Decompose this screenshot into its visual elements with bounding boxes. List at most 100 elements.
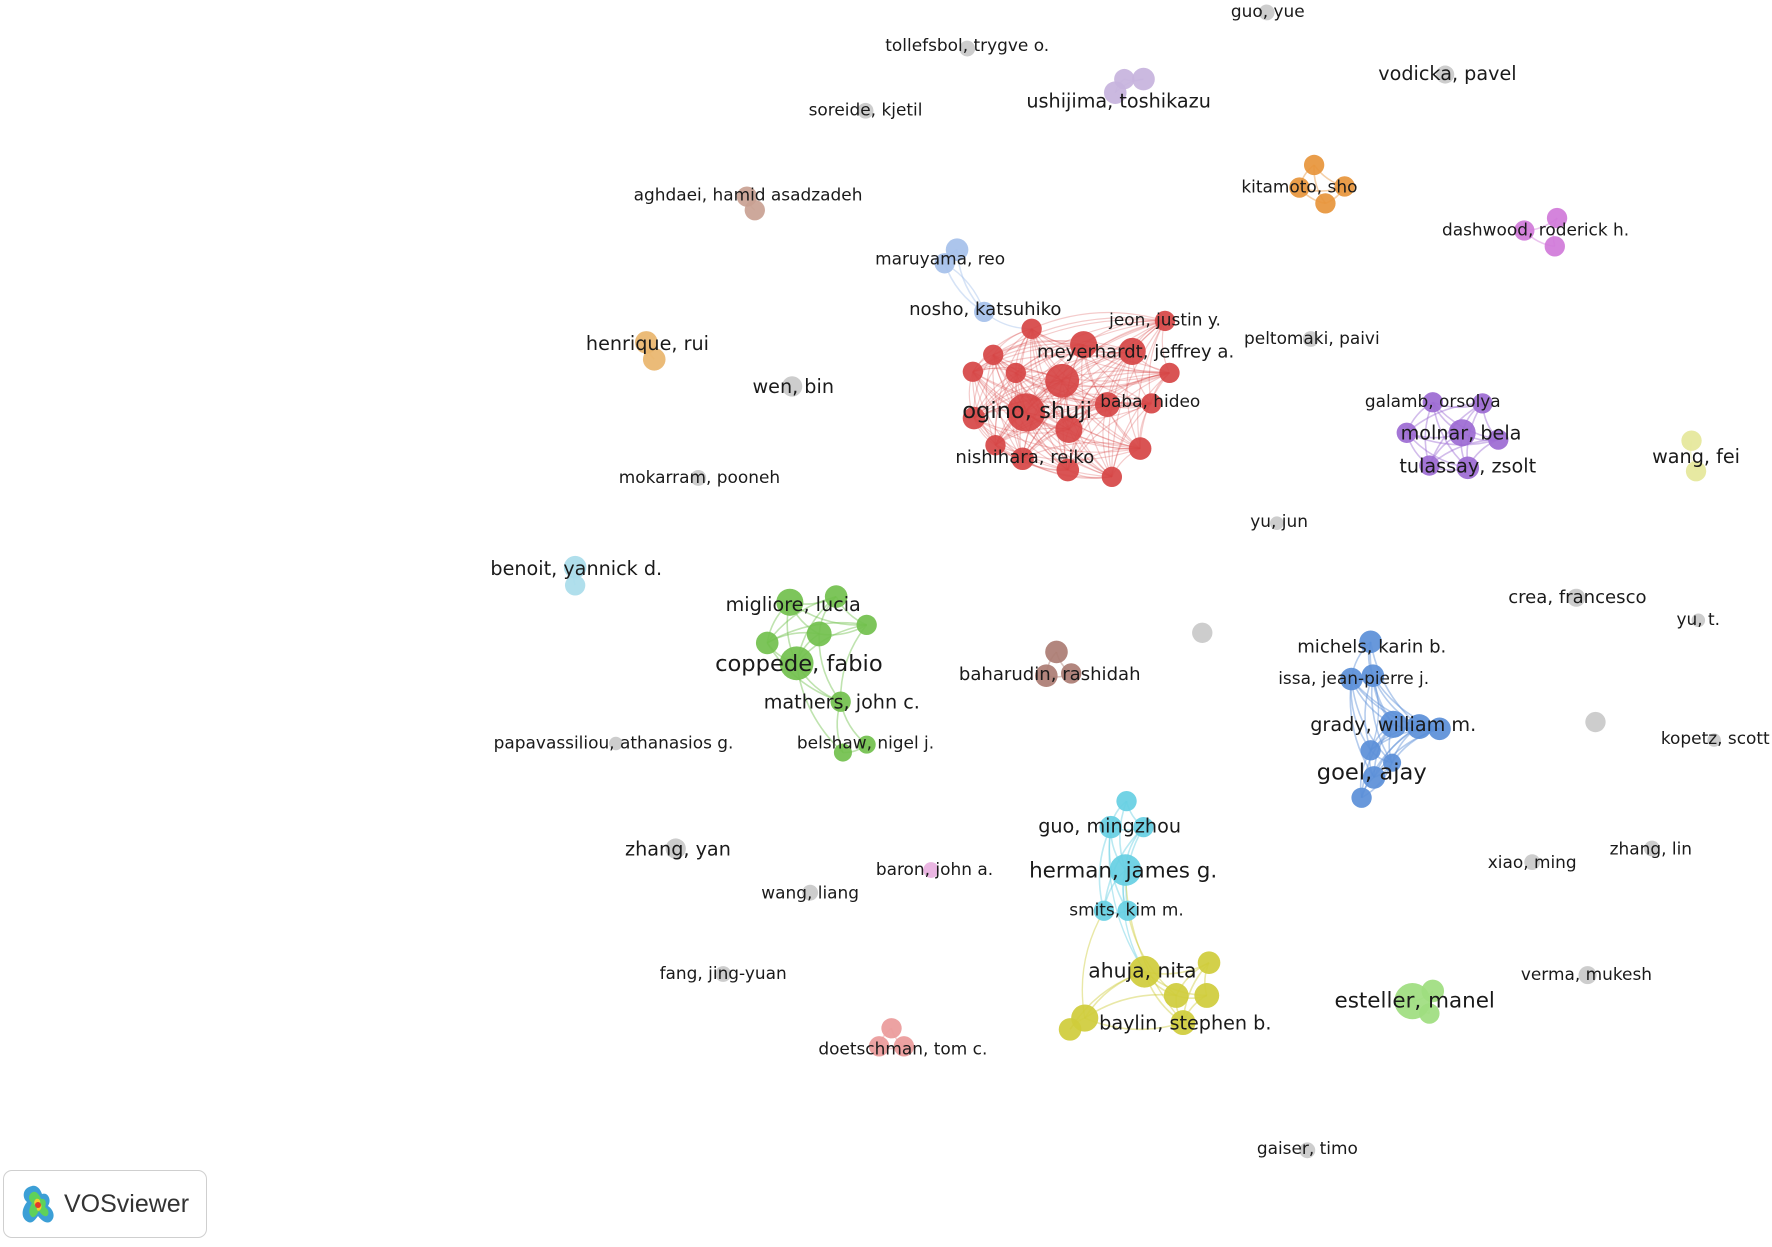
vosviewer-badge[interactable]: VOSviewer [3, 1170, 207, 1238]
author-node[interactable] [1021, 318, 1042, 339]
author-node[interactable] [1035, 664, 1058, 688]
author-node[interactable] [868, 1036, 890, 1057]
author-node[interactable] [1359, 630, 1382, 654]
author-node[interactable] [1351, 787, 1372, 808]
author-node[interactable] [635, 331, 658, 354]
author-node[interactable] [1056, 458, 1080, 482]
author-node[interactable] [833, 743, 852, 762]
author-node[interactable] [1045, 640, 1068, 664]
author-node[interactable] [1299, 1142, 1316, 1159]
author-node[interactable] [1644, 840, 1660, 857]
author-node[interactable] [1011, 447, 1034, 471]
author-node[interactable] [1315, 193, 1336, 214]
author-node[interactable] [857, 102, 874, 119]
author-node[interactable] [1118, 337, 1146, 365]
author-node[interactable] [1472, 393, 1493, 414]
author-node[interactable] [923, 862, 939, 878]
author-node[interactable] [985, 435, 1006, 456]
author-node[interactable] [802, 884, 819, 901]
author-node[interactable] [1436, 65, 1455, 84]
author-node[interactable] [1192, 622, 1213, 643]
author-node[interactable] [974, 301, 995, 323]
author-node[interactable] [1289, 177, 1310, 198]
author-node[interactable] [1691, 613, 1706, 628]
author-node[interactable] [945, 238, 969, 262]
author-node[interactable] [1163, 983, 1189, 1008]
author-node[interactable] [1159, 362, 1180, 384]
author-node[interactable] [1128, 955, 1161, 988]
author-node[interactable] [609, 736, 623, 751]
author-node[interactable] [1585, 711, 1606, 733]
author-node[interactable] [1578, 966, 1597, 985]
author-node[interactable] [1302, 331, 1319, 347]
author-node[interactable] [1141, 393, 1162, 414]
author-node[interactable] [1258, 4, 1275, 21]
author-node[interactable] [1514, 220, 1535, 241]
author-node[interactable] [1006, 393, 1046, 432]
author-node[interactable] [1396, 422, 1417, 443]
author-node[interactable] [1544, 236, 1565, 257]
author-node[interactable] [1379, 710, 1407, 738]
author-node[interactable] [959, 40, 976, 57]
author-node[interactable] [1681, 430, 1702, 451]
author-node[interactable] [1101, 466, 1123, 488]
author-node[interactable] [1685, 461, 1707, 482]
author-node[interactable] [856, 614, 877, 636]
author-node[interactable] [564, 575, 586, 596]
author-node[interactable] [744, 200, 765, 221]
author-node[interactable] [1383, 753, 1402, 772]
author-node[interactable] [1117, 900, 1138, 921]
author-node[interactable] [830, 691, 851, 712]
author-node[interactable] [962, 361, 984, 382]
author-node[interactable] [665, 838, 686, 859]
author-node[interactable] [1045, 363, 1080, 398]
author-node[interactable] [1055, 415, 1083, 443]
author-node[interactable] [1456, 456, 1480, 480]
author-node[interactable] [1360, 740, 1381, 761]
author-node[interactable] [1428, 717, 1451, 741]
author-node[interactable] [1116, 790, 1137, 812]
author-node[interactable] [1707, 733, 1721, 747]
author-node[interactable] [1005, 362, 1026, 384]
author-node[interactable] [642, 348, 666, 371]
author-node[interactable] [1133, 816, 1154, 838]
author-node[interactable] [893, 1036, 915, 1057]
author-node[interactable] [1421, 979, 1445, 1003]
author-node[interactable] [1334, 176, 1355, 197]
author-node[interactable] [1170, 1010, 1196, 1036]
author-node[interactable] [1340, 667, 1363, 691]
author-node[interactable] [1546, 207, 1568, 229]
author-node[interactable] [1270, 516, 1284, 530]
author-node[interactable] [881, 1018, 902, 1039]
author-node[interactable] [1094, 392, 1120, 417]
author-node[interactable] [1058, 1018, 1082, 1041]
author-node[interactable] [563, 555, 587, 579]
author-node[interactable] [983, 344, 1004, 365]
author-node[interactable] [1422, 392, 1443, 413]
author-node[interactable] [715, 966, 732, 982]
author-node[interactable] [857, 735, 876, 754]
author-node[interactable] [779, 646, 814, 681]
author-node[interactable] [1128, 437, 1152, 460]
author-node[interactable] [1070, 331, 1098, 359]
author-node[interactable] [806, 621, 832, 647]
author-node[interactable] [1361, 664, 1385, 688]
author-node[interactable] [1524, 854, 1541, 871]
author-node[interactable] [755, 631, 779, 655]
author-node[interactable] [934, 253, 955, 274]
author-node[interactable] [1103, 81, 1127, 104]
author-node[interactable] [1109, 854, 1142, 886]
author-node[interactable] [781, 376, 803, 397]
author-node[interactable] [1099, 815, 1123, 839]
author-node[interactable] [1488, 429, 1509, 450]
author-node[interactable] [1154, 310, 1176, 332]
author-node[interactable] [1061, 663, 1082, 684]
author-node[interactable] [1406, 714, 1432, 739]
author-node[interactable] [962, 406, 986, 430]
author-node[interactable] [776, 588, 804, 616]
author-node[interactable] [1448, 419, 1476, 447]
author-node[interactable] [1197, 951, 1221, 975]
author-node[interactable] [1419, 455, 1440, 476]
author-node[interactable] [1194, 983, 1220, 1008]
author-node[interactable] [1093, 900, 1115, 921]
